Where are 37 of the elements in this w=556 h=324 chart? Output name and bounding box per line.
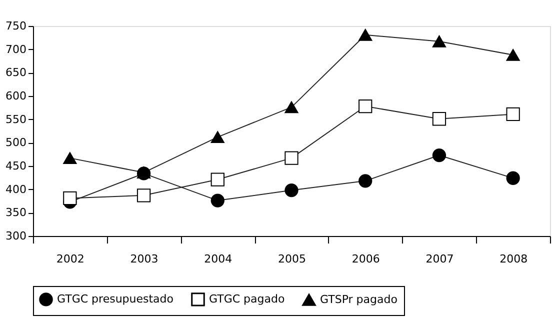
legend-label: GTGC pagado xyxy=(209,292,285,306)
point xyxy=(432,148,446,162)
legend-label: GTSPr pagado xyxy=(320,292,398,306)
point xyxy=(210,172,224,186)
y-tick-label: 350 xyxy=(6,206,26,220)
x-tick-label: 2008 xyxy=(500,252,528,266)
y-tick-label: 650 xyxy=(6,66,26,80)
point xyxy=(63,152,77,164)
point xyxy=(506,171,520,185)
point xyxy=(506,48,520,61)
x-tick-label: 2004 xyxy=(204,252,232,266)
point xyxy=(358,174,372,188)
point xyxy=(210,194,224,208)
x-tick-label: 2003 xyxy=(130,252,158,266)
y-tick-label: 600 xyxy=(6,90,26,102)
y-tick-label: 300 xyxy=(6,230,26,242)
point xyxy=(284,183,298,198)
point xyxy=(358,99,372,114)
point xyxy=(284,151,298,165)
x-tick-label: 2005 xyxy=(278,252,306,266)
point xyxy=(432,35,446,48)
point xyxy=(136,188,151,202)
y-tick-label: 550 xyxy=(6,112,26,126)
y-tick-label: 750 xyxy=(6,20,26,32)
point xyxy=(63,191,77,206)
point xyxy=(358,28,372,41)
point xyxy=(210,131,224,144)
legend-label: GTGC presupuestado xyxy=(57,292,174,306)
y-tick-label: 450 xyxy=(6,160,26,172)
x-tick-label: 2006 xyxy=(352,252,380,266)
point xyxy=(284,101,298,114)
point xyxy=(432,112,446,126)
y-tick-label: 500 xyxy=(6,136,26,150)
y-tick-label: 400 xyxy=(6,182,26,196)
x-tick-label: 2007 xyxy=(426,252,454,266)
y-tick-label: 700 xyxy=(6,42,26,56)
x-tick-label: 2002 xyxy=(56,252,84,266)
